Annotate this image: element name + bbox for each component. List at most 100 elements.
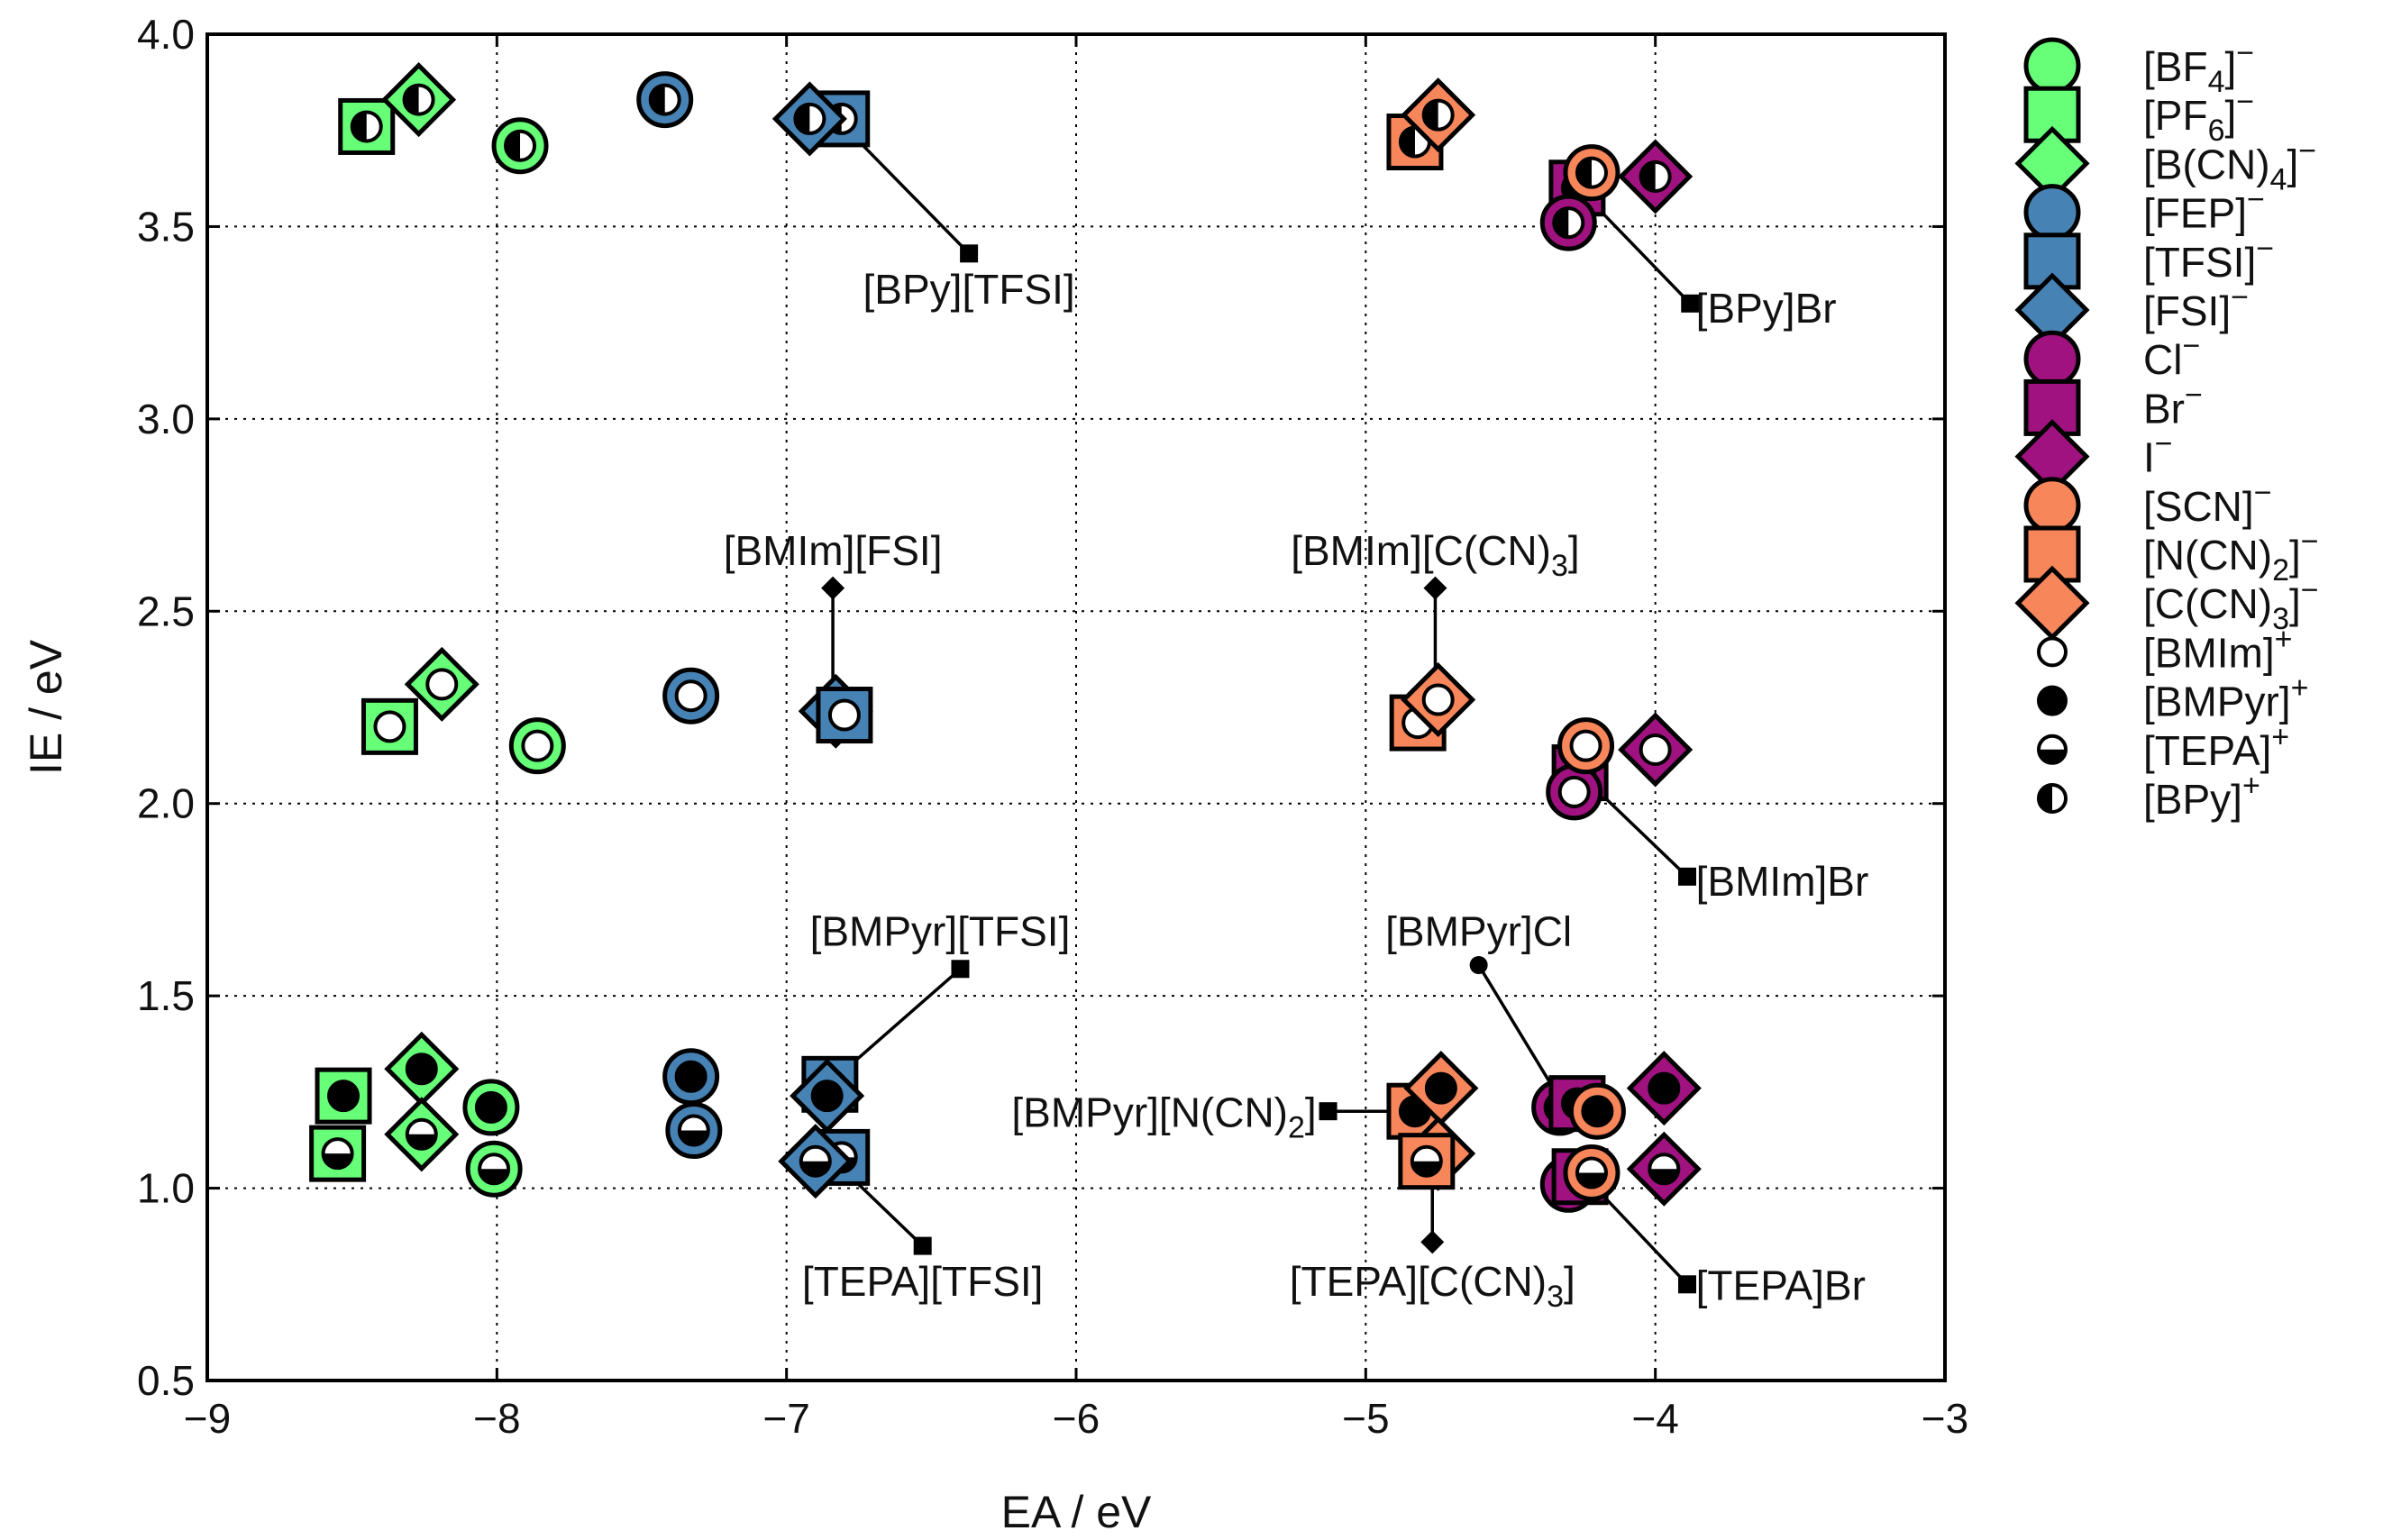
- legend-entry-cation: [BMIm]+: [2037, 622, 2293, 676]
- label-superscript: +: [2271, 720, 2289, 754]
- cation-disc: [2037, 636, 2068, 668]
- legend-label: [TEPA]+: [2143, 720, 2289, 774]
- legend-entry-cation: [BMPyr]+: [2037, 671, 2308, 725]
- legend-label: Br−: [2143, 378, 2203, 432]
- cation-half-left: [795, 104, 810, 133]
- label-base: [PF: [2143, 92, 2208, 139]
- annotation-square-marker: [1678, 1275, 1697, 1294]
- label-superscript: +: [2275, 622, 2293, 656]
- label-post: ]: [2289, 532, 2301, 579]
- cation-half-left: [506, 131, 521, 160]
- data-point: [1626, 1051, 1702, 1126]
- legend-label: [PF6]−: [2143, 85, 2254, 148]
- label-base: Br: [2143, 385, 2185, 432]
- data-point: [1618, 139, 1694, 214]
- x-tick-label: −6: [1053, 1395, 1100, 1442]
- legend-marker-circle: [2023, 477, 2081, 534]
- label-base: [TEPA]: [2143, 727, 2271, 774]
- label-base: [BMPyr][N(CN): [1011, 1089, 1288, 1135]
- data-point: [662, 667, 720, 724]
- cation-disc: [425, 668, 459, 701]
- legend-entry-anion: [C(CN)3]−: [2014, 565, 2319, 641]
- cation-half-left: [1400, 127, 1415, 157]
- label-subscript: 4: [2208, 65, 2225, 99]
- legend-label: [BMPyr]+: [2143, 671, 2308, 725]
- x-tick-label: −5: [1342, 1395, 1389, 1442]
- label-base: [C(CN): [2143, 580, 2272, 627]
- label-base: [BMIm]: [2143, 629, 2275, 676]
- legend: [BF4]−[PF6]−[B(CN)4]−[FEP]−[TFSI]−[FSI]−…: [2014, 36, 2319, 823]
- cation-half-bottom: [479, 1169, 509, 1184]
- cation-half-bottom: [1411, 1161, 1441, 1176]
- data-point: [1557, 717, 1615, 775]
- data-point: [465, 1140, 523, 1198]
- cation-half-left: [404, 85, 419, 114]
- label-subscript: 3: [1547, 1280, 1564, 1314]
- annotation-diamond-marker: [1423, 576, 1447, 600]
- data-point: [508, 717, 566, 775]
- cation-half-bottom: [800, 1161, 830, 1176]
- cation-disc: [1581, 1095, 1614, 1128]
- label-base: [TEPA]Br: [1696, 1262, 1866, 1308]
- data-point: [1401, 77, 1476, 153]
- label-base: [BMPyr]Cl: [1385, 908, 1572, 955]
- cation-half-left: [1554, 208, 1569, 238]
- data-point: [1546, 763, 1603, 821]
- y-tick-label: 3.0: [137, 396, 195, 442]
- cation-disc: [674, 1060, 708, 1093]
- x-tick-label: −3: [1922, 1395, 1968, 1442]
- legend-label: [BMIm]+: [2143, 622, 2293, 676]
- x-axis-label: EA / eV: [1001, 1487, 1152, 1537]
- legend-label: [SCN]−: [2143, 476, 2272, 530]
- data-points: [309, 62, 1702, 1213]
- annotation-label: [BMPyr][N(CN)2]: [1011, 1089, 1316, 1144]
- label-superscript: −: [2231, 280, 2249, 314]
- data-point: [636, 71, 694, 129]
- legend-entry-anion: [TFSI]−: [2023, 232, 2274, 290]
- label-superscript: −: [2256, 232, 2274, 266]
- cation-disc: [1557, 775, 1591, 808]
- data-point: [1398, 1133, 1456, 1190]
- label-base: [BMPyr][TFSI]: [810, 908, 1071, 955]
- cation-disc: [2037, 685, 2068, 716]
- data-point: [1563, 1144, 1621, 1201]
- label-post: ]: [2224, 92, 2236, 139]
- legend-label: [BPy]+: [2143, 769, 2260, 823]
- legend-entry-cation: [BPy]+: [2037, 769, 2260, 823]
- cation-half-left: [351, 112, 367, 141]
- cation-disc: [521, 729, 554, 762]
- data-point: [1618, 712, 1694, 788]
- cation-disc: [1648, 1071, 1681, 1105]
- legend-entry-cation: [TEPA]+: [2037, 720, 2289, 774]
- label-post: ]: [1564, 1258, 1575, 1305]
- label-base: Cl: [2143, 336, 2182, 383]
- label-base: [B(CN): [2143, 141, 2270, 187]
- label-base: [BPy]: [2143, 776, 2242, 823]
- data-point: [462, 1079, 520, 1136]
- annotation-leader-line: [843, 125, 971, 255]
- y-tick-label: 2.5: [137, 588, 195, 634]
- legend-label: [FEP]−: [2143, 183, 2265, 237]
- cation-half-left: [650, 85, 665, 114]
- label-superscript: −: [2182, 329, 2200, 363]
- label-subscript: 4: [2270, 162, 2287, 196]
- label-superscript: −: [2301, 573, 2319, 607]
- cation-half-bottom: [1649, 1169, 1679, 1184]
- annotation-diamond-marker: [821, 576, 845, 600]
- legend-entry-anion: Cl−: [2023, 329, 2200, 387]
- data-point: [816, 687, 873, 744]
- y-tick-label: 0.5: [137, 1357, 195, 1404]
- label-base: [BF: [2143, 43, 2208, 90]
- annotation-square-marker: [1681, 294, 1700, 313]
- legend-label: [B(CN)4]−: [2143, 133, 2316, 196]
- cation-half-bottom: [679, 1130, 708, 1145]
- label-subscript: 3: [1551, 549, 1568, 583]
- label-post: ]: [2224, 43, 2236, 90]
- cation-disc: [810, 1080, 844, 1113]
- annotation-label: [TEPA]Br: [1696, 1262, 1866, 1308]
- annotation-square-marker: [960, 244, 979, 263]
- label-base: [BPy][TFSI]: [863, 266, 1075, 313]
- data-point: [1626, 1131, 1702, 1207]
- data-point: [1539, 194, 1597, 251]
